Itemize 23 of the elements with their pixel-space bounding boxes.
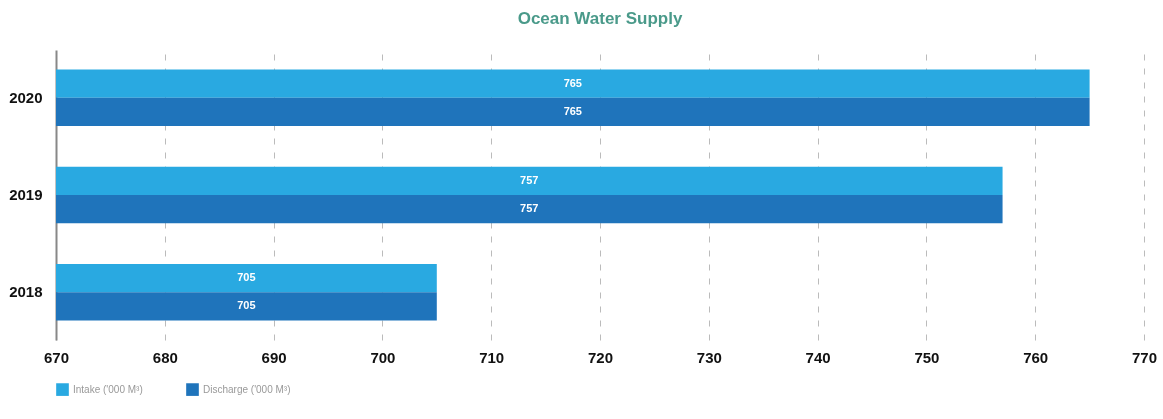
y-tick-label: 2019 [9, 186, 43, 203]
data-label: 765 [563, 104, 582, 117]
x-tick-label: 740 [805, 348, 831, 366]
x-tick-label: 720 [587, 348, 614, 366]
legend-label: Intake ('000 M³) [73, 383, 143, 395]
data-label: 757 [520, 202, 539, 215]
x-tick-label: 730 [696, 348, 722, 366]
x-tick-label: 750 [914, 348, 940, 366]
x-tick-label: 770 [1131, 348, 1158, 366]
data-label: 705 [237, 271, 256, 284]
x-tick-label: 760 [1023, 348, 1049, 366]
x-tick-label: 690 [261, 348, 287, 366]
x-tick-label: 700 [370, 348, 396, 366]
y-tick-label: 2018 [9, 283, 43, 301]
data-label: 705 [237, 299, 256, 312]
chart-title: Ocean Water Supply [517, 9, 683, 28]
data-label: 765 [563, 76, 582, 89]
legend-label: Discharge ('000 M³) [203, 383, 291, 395]
x-tick-label: 680 [152, 348, 178, 366]
x-tick-label: 670 [43, 348, 70, 366]
data-label: 757 [520, 173, 539, 186]
x-tick-label: 710 [479, 348, 505, 366]
y-tick-label: 2020 [9, 88, 43, 106]
